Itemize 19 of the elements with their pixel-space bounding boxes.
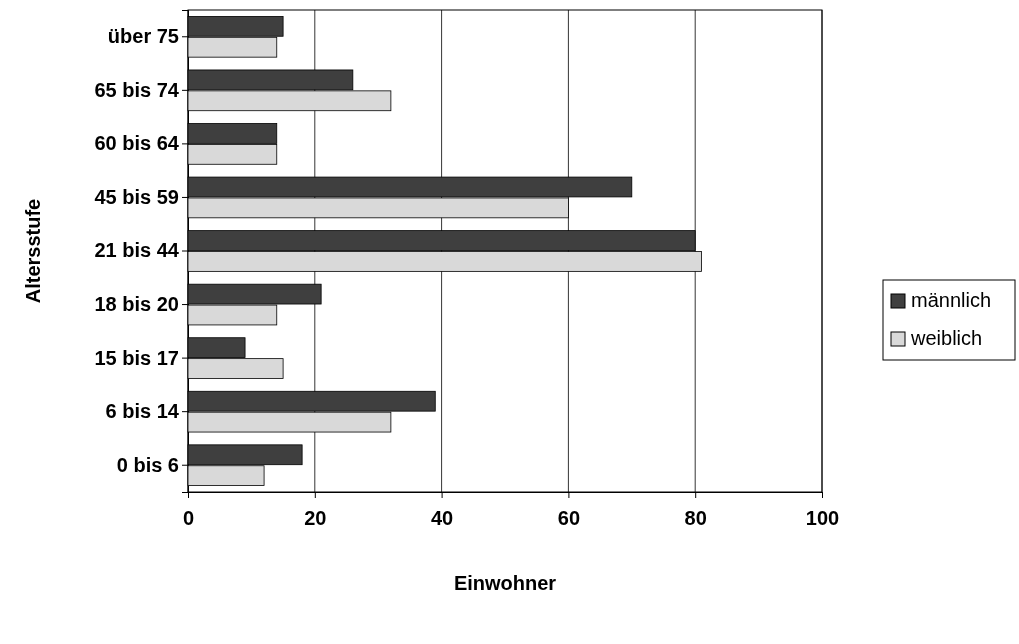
x-axis-title: Einwohner xyxy=(453,572,557,594)
x-tick-label: 80 xyxy=(684,507,707,529)
legend-label: weiblich xyxy=(910,327,983,349)
y-tick-label: 15 bis 17 xyxy=(94,346,179,369)
y-tick-label: 65 bis 74 xyxy=(94,78,180,101)
x-tick-label: 0 xyxy=(182,507,195,529)
y-tick-label: 60 bis 64 xyxy=(94,132,180,155)
x-tick-label: 40 xyxy=(430,507,454,529)
x-tick-label: 100 xyxy=(805,507,840,529)
x-tick-label: 20 xyxy=(304,507,327,529)
x-tick-label: 60 xyxy=(557,507,581,529)
y-tick-label: 0 bis 6 xyxy=(116,453,179,476)
y-axis-title: Altersstufe xyxy=(22,198,44,304)
legend-label: männlich xyxy=(911,289,992,311)
y-tick-label: 6 bis 14 xyxy=(105,400,180,423)
y-tick-label: über 75 xyxy=(107,25,179,48)
y-tick-label: 18 bis 20 xyxy=(94,292,179,315)
y-tick-label: 21 bis 44 xyxy=(94,239,180,262)
y-tick-label: 45 bis 59 xyxy=(94,185,179,208)
